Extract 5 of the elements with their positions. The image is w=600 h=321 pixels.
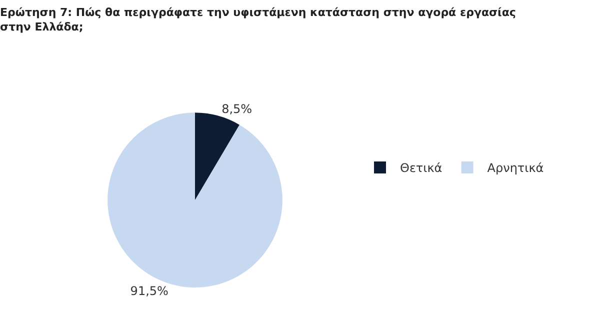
data-label: 8,5% xyxy=(222,102,252,116)
legend-label: Αρνητικά xyxy=(487,161,544,176)
legend-label: Θετικά xyxy=(400,161,442,176)
chart-title: Ερώτηση 7: Πώς θα περιγράφατε την υφιστάμενη κατάσταση στην αγορά εργασίας στην Ελλάδα; xyxy=(0,6,516,34)
data-label: 91,5% xyxy=(130,284,168,298)
